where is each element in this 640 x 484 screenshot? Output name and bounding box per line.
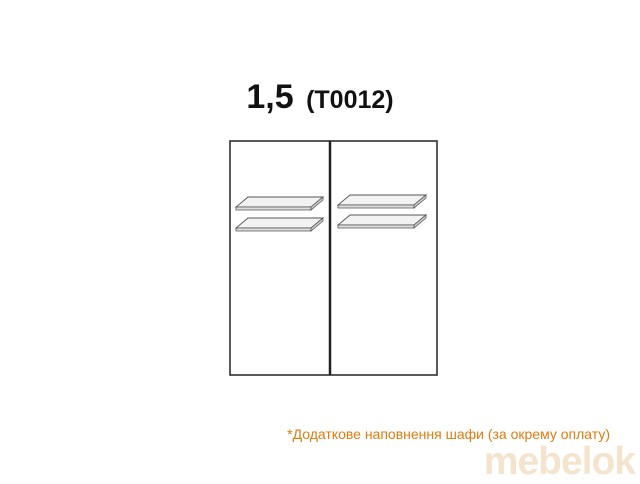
- wardrobe-frame: [229, 140, 438, 376]
- shelf-left-lower: [234, 217, 325, 232]
- shelves: [234, 194, 428, 232]
- additional-filling-note: *Додаткове наповнення шафи (за окрему оп…: [287, 426, 610, 442]
- diagram-title: 1,5 (T0012): [0, 78, 640, 117]
- size-label: 1,5: [246, 78, 294, 116]
- model-code: (T0012): [306, 86, 394, 114]
- mebelok-logo: mebelok: [483, 440, 636, 483]
- wardrobe-outline: [229, 140, 438, 376]
- shelf-left-upper: [234, 196, 325, 211]
- shelf-right-upper: [336, 194, 428, 209]
- shelf-right-lower: [336, 214, 428, 229]
